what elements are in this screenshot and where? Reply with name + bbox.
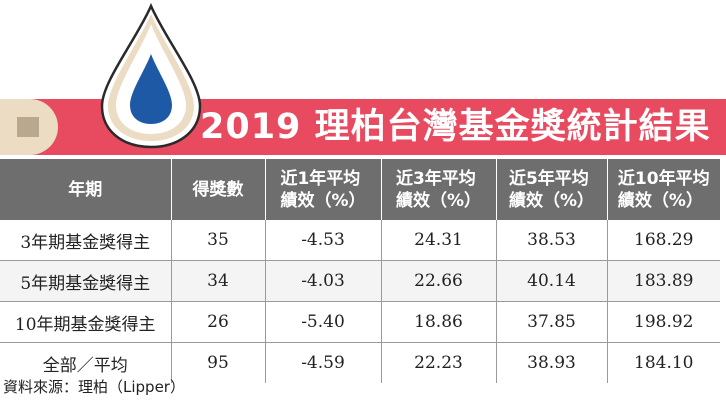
stats-table: 年期 得獎數 近1年平均 績效（%） 近3年平均 績效（%） 近5年平均 績效（%） … [0,159,720,383]
cell-period: 3年期基金獎得主 [0,220,172,261]
cell-1y-perf: -4.53 [265,220,382,261]
source-note: 資料來源：理柏（Lipper） [3,378,185,396]
cell-5y-perf: 37.85 [496,301,608,343]
cell-award-count: 34 [171,260,266,302]
square-icon [17,117,39,137]
page-title: 2019 理柏台灣基金獎統計結果 [200,107,711,147]
table-row-total: 全部／平均 95 -4.59 22.23 38.93 184.10 [0,342,720,383]
cell-5y-perf: 38.53 [496,220,608,261]
cell-1y-perf: -5.40 [265,301,382,343]
table-row: 5年期基金獎得主 34 -4.03 22.66 40.14 183.89 [0,260,720,302]
table-row: 3年期基金獎得主 35 -4.53 24.31 38.53 168.29 [0,220,720,261]
header-10y-perf: 近10年平均 績效（%） [607,159,720,220]
table-header-row: 年期 得獎數 近1年平均 績效（%） 近3年平均 績效（%） 近5年平均 績效（%） … [0,159,720,220]
table-row: 10年期基金獎得主 26 -5.40 18.86 37.85 198.92 [0,301,720,343]
header-period: 年期 [0,159,172,220]
cell-10y-perf: 198.92 [607,301,720,343]
cell-3y-perf: 24.31 [381,220,497,261]
cell-10y-perf: 168.29 [607,220,720,261]
header-5y-perf: 近5年平均 績效（%） [496,159,608,220]
cell-3y-perf: 22.66 [381,260,497,302]
cell-period: 全部／平均 [0,342,172,383]
cell-5y-perf: 38.93 [496,342,608,383]
header-award-count: 得獎數 [171,159,266,220]
cell-1y-perf: -4.59 [265,342,382,383]
title-banner: 2019 理柏台灣基金獎統計結果 [0,99,726,155]
cell-10y-perf: 184.10 [607,342,720,383]
banner-cap [0,99,58,155]
cell-award-count: 95 [171,342,266,383]
cell-period: 10年期基金獎得主 [0,301,172,343]
cell-5y-perf: 40.14 [496,260,608,302]
water-drop-icon [100,2,202,149]
cell-award-count: 35 [171,220,266,261]
header-3y-perf: 近3年平均 績效（%） [381,159,497,220]
cell-3y-perf: 18.86 [381,301,497,343]
cell-10y-perf: 183.89 [607,260,720,302]
cell-1y-perf: -4.03 [265,260,382,302]
cell-3y-perf: 22.23 [381,342,497,383]
cell-period: 5年期基金獎得主 [0,260,172,302]
header-1y-perf: 近1年平均 績效（%） [265,159,382,220]
drop-core [130,54,172,124]
cell-award-count: 26 [171,301,266,343]
